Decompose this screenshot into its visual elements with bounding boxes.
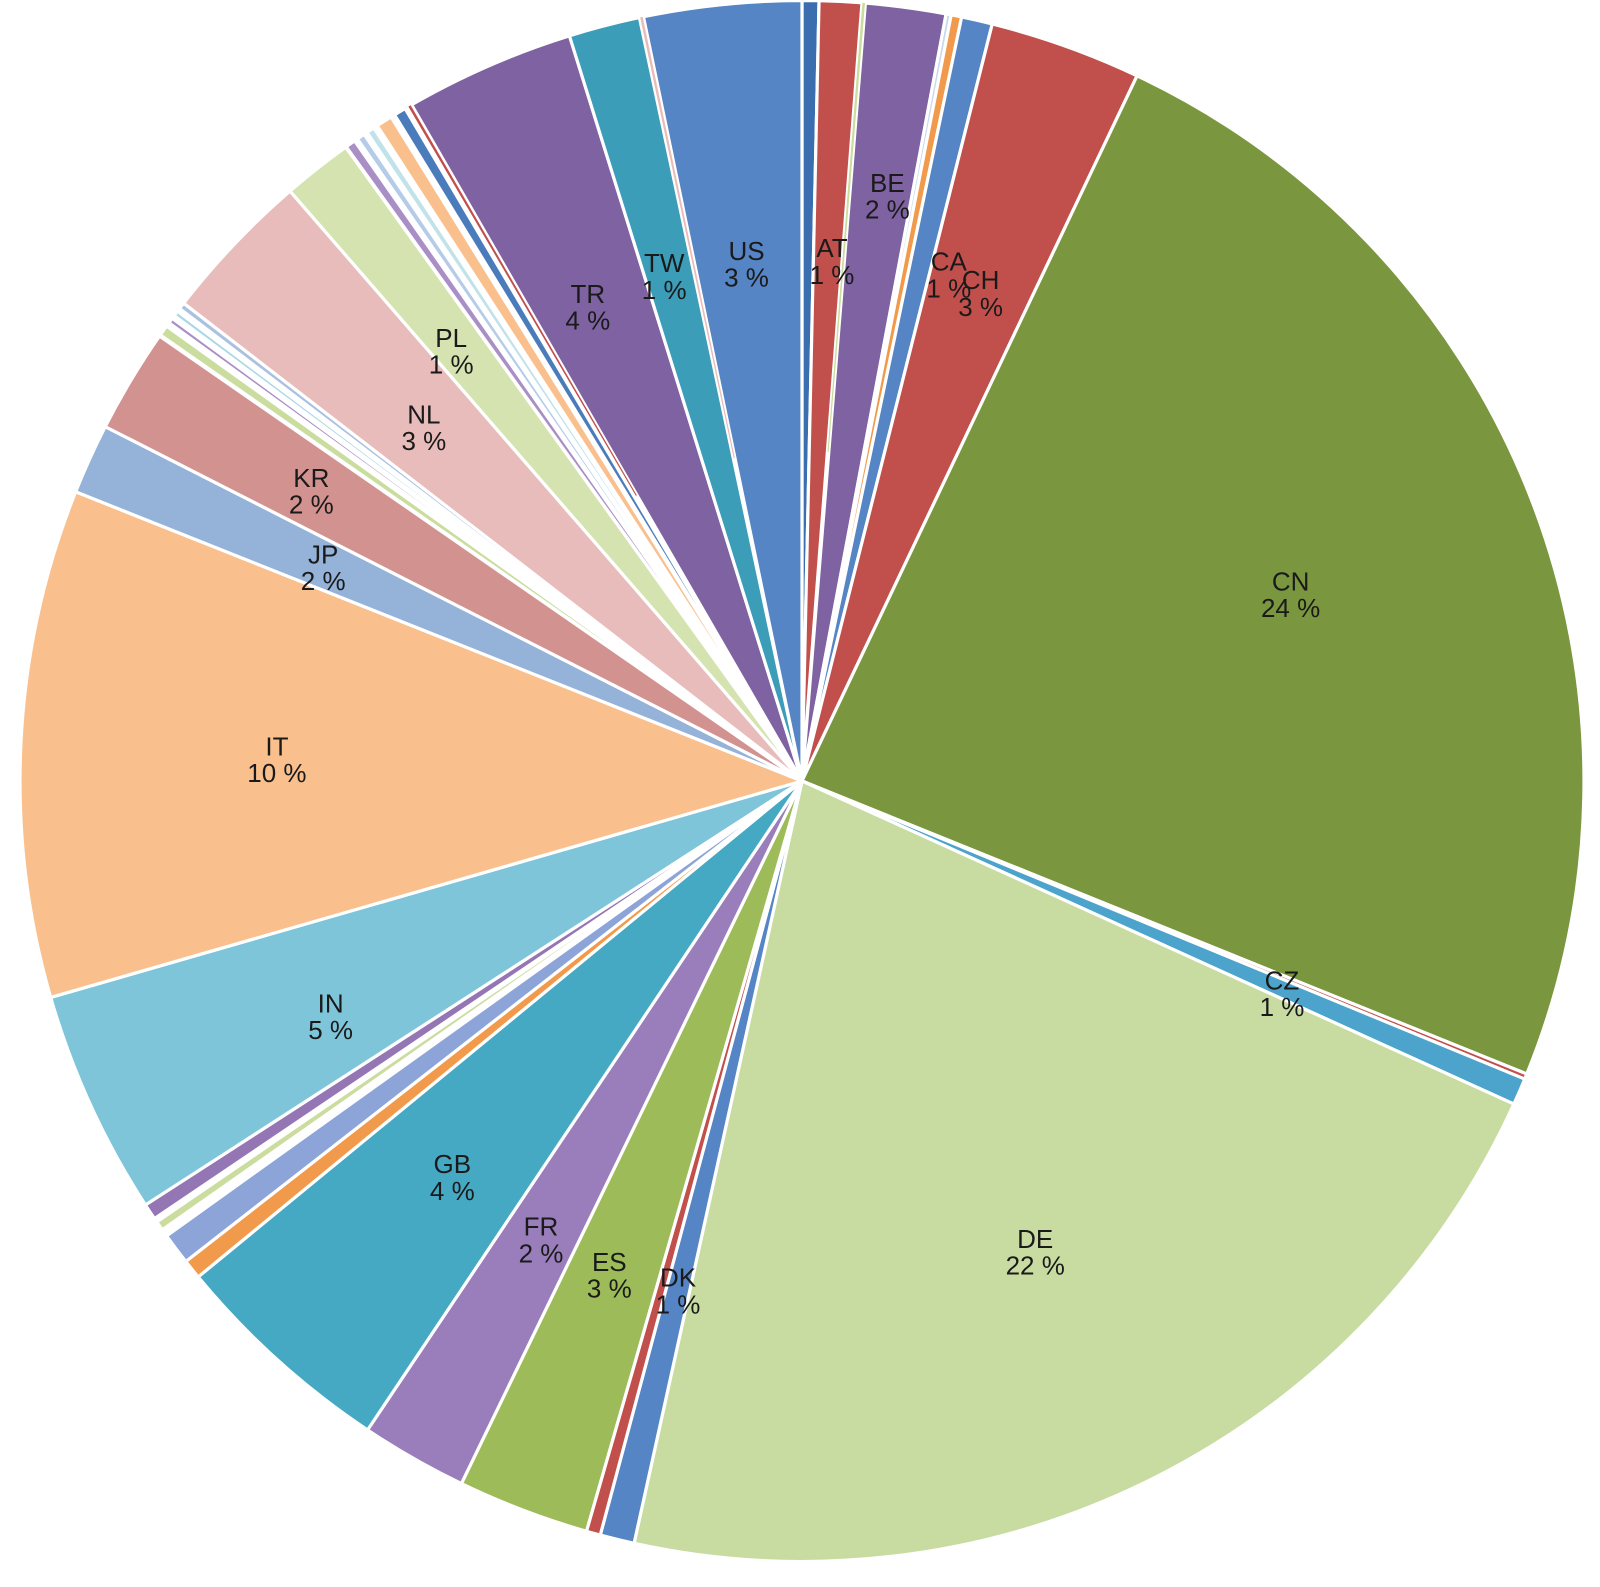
svg-text:2 %: 2 % — [289, 490, 334, 520]
svg-text:DE: DE — [1017, 1224, 1053, 1254]
svg-text:CA: CA — [931, 247, 968, 277]
svg-text:3 %: 3 % — [587, 1274, 632, 1304]
svg-text:PL: PL — [435, 323, 467, 353]
svg-text:24 %: 24 % — [1261, 593, 1320, 623]
svg-text:BE: BE — [870, 168, 905, 198]
svg-text:4 %: 4 % — [565, 306, 610, 336]
svg-text:2 %: 2 % — [865, 194, 910, 224]
svg-text:TW: TW — [644, 248, 685, 278]
svg-text:ES: ES — [592, 1247, 627, 1277]
svg-text:IT: IT — [265, 731, 288, 761]
svg-text:1 %: 1 % — [810, 260, 855, 290]
svg-text:3 %: 3 % — [401, 426, 446, 456]
svg-text:3 %: 3 % — [724, 262, 769, 292]
svg-text:CH: CH — [962, 265, 1000, 295]
svg-text:DK: DK — [660, 1263, 697, 1293]
svg-text:2 %: 2 % — [301, 566, 346, 596]
svg-text:1 %: 1 % — [656, 1289, 701, 1319]
svg-text:GB: GB — [434, 1149, 472, 1179]
svg-text:JP: JP — [308, 540, 338, 570]
svg-text:IN: IN — [318, 988, 344, 1018]
svg-text:2 %: 2 % — [519, 1238, 564, 1268]
svg-text:KR: KR — [293, 463, 329, 493]
svg-text:US: US — [728, 236, 764, 266]
svg-text:FR: FR — [524, 1212, 559, 1242]
svg-text:1 %: 1 % — [429, 350, 474, 380]
svg-text:5 %: 5 % — [308, 1015, 353, 1045]
svg-text:10 %: 10 % — [247, 758, 306, 788]
svg-text:1 %: 1 % — [926, 273, 971, 303]
svg-text:AT: AT — [816, 233, 847, 263]
svg-text:NL: NL — [407, 399, 440, 429]
svg-text:1 %: 1 % — [1260, 992, 1305, 1022]
svg-text:CZ: CZ — [1265, 965, 1300, 995]
svg-text:1 %: 1 % — [642, 275, 687, 305]
svg-text:CN: CN — [1272, 566, 1310, 596]
svg-text:3 %: 3 % — [958, 292, 1003, 322]
svg-text:4 %: 4 % — [430, 1176, 475, 1206]
svg-text:22 %: 22 % — [1006, 1251, 1065, 1281]
svg-text:TR: TR — [570, 279, 605, 309]
